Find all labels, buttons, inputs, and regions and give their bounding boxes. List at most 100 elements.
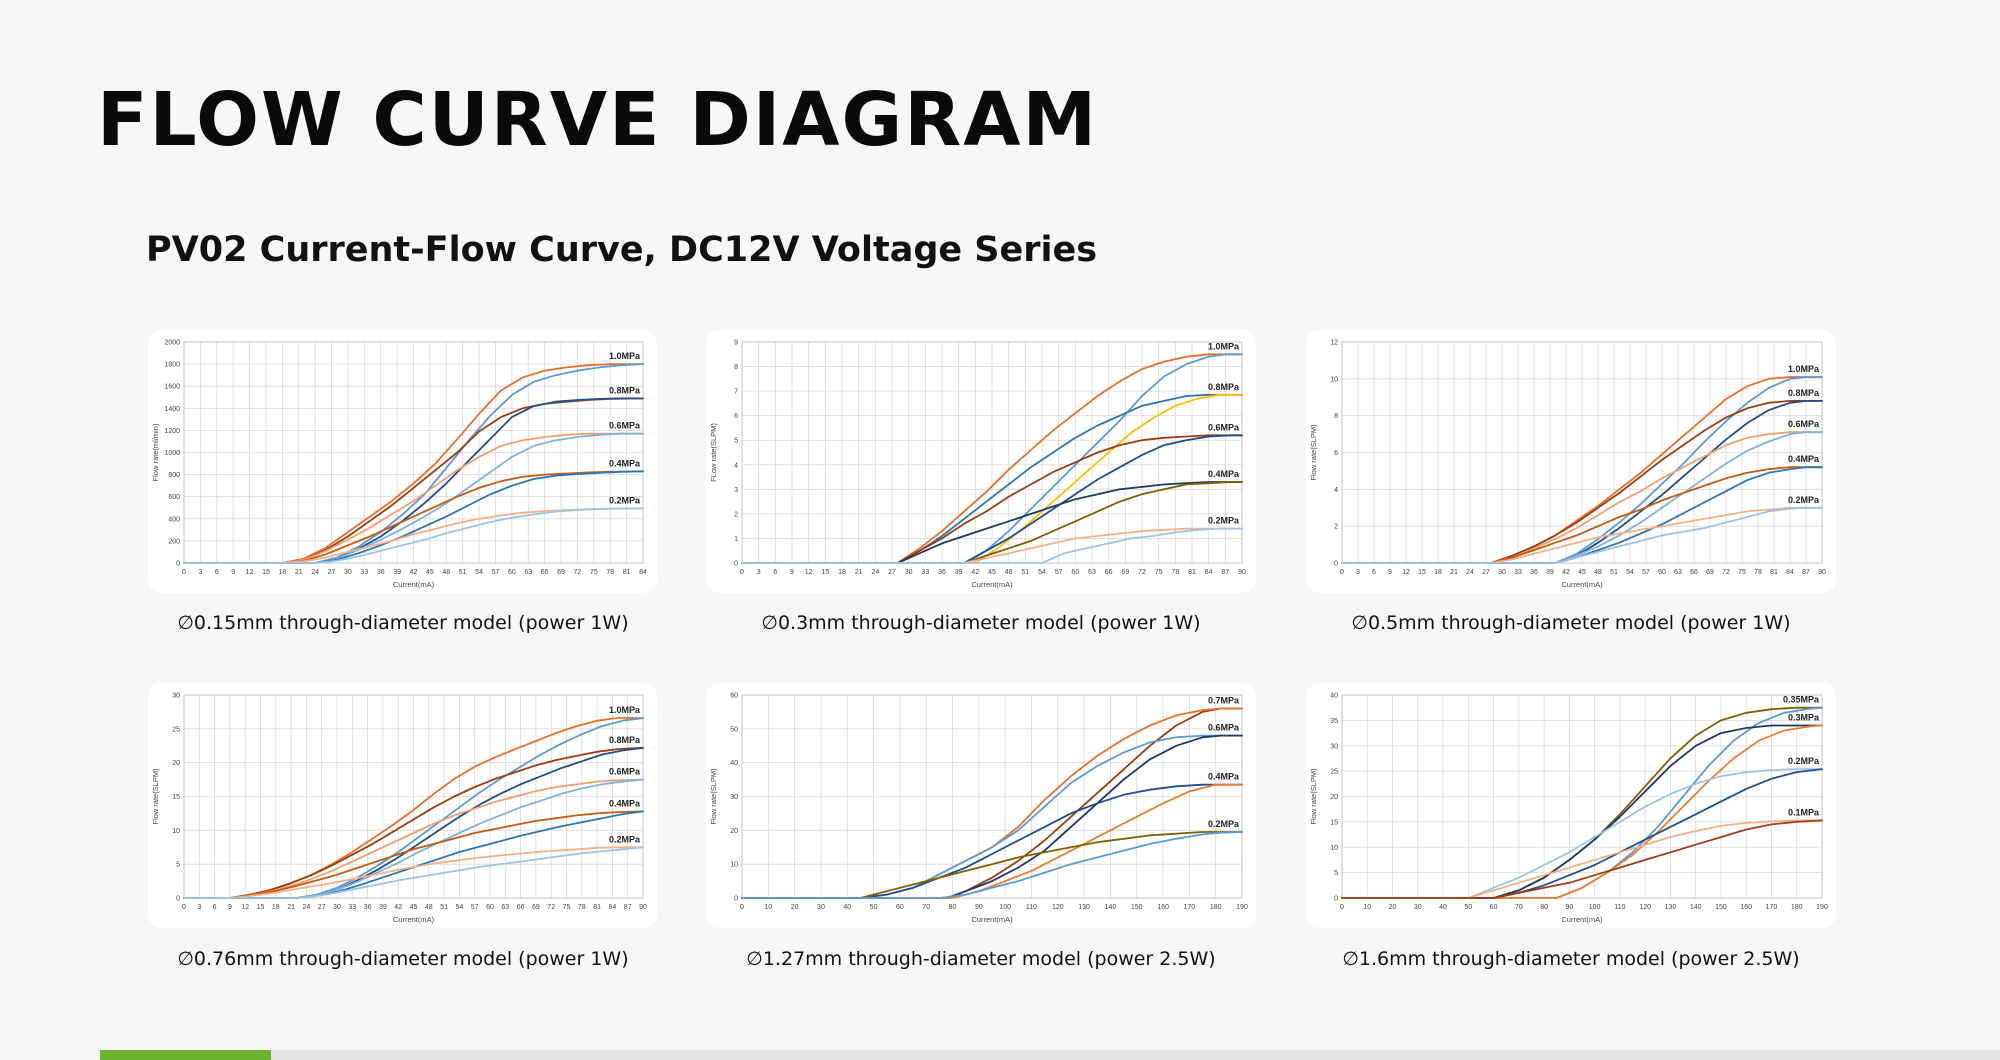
- series-label: 0.2MPa: [1788, 495, 1820, 505]
- x-tick-label: 33: [921, 569, 929, 576]
- y-tick-label: 4: [734, 462, 738, 469]
- y-axis-label: Flow rate(SLPM): [151, 768, 160, 825]
- x-tick-label: 0: [182, 569, 186, 576]
- y-tick-label: 0: [176, 896, 180, 903]
- series-line: [741, 831, 1243, 899]
- y-tick-label: 7: [734, 389, 738, 396]
- x-tick-label: 27: [888, 569, 896, 576]
- x-tick-label: 60: [1490, 904, 1498, 911]
- series-line: [183, 470, 644, 564]
- x-tick-label: 78: [1754, 569, 1762, 576]
- series-line: [1341, 724, 1823, 899]
- x-tick-label: 51: [1610, 569, 1618, 576]
- flow-chart-03mm: 0 3 6 9 12 15 18 21 24 27 30 33 36 39 42 45 48 51 54 57 60 63…: [709, 340, 1246, 590]
- y-tick-label: 0: [1334, 561, 1338, 568]
- series-line: [741, 707, 1243, 899]
- x-tick-label: 3: [198, 569, 202, 576]
- series-line: [183, 432, 644, 564]
- x-tick-label: 51: [1021, 569, 1029, 576]
- chart-caption-127mm: ∅1.27mm through-diameter model (power 2.…: [746, 948, 1216, 970]
- y-tick-label: 30: [172, 693, 180, 700]
- x-tick-label: 170: [1184, 904, 1196, 911]
- series-line: [1341, 506, 1823, 564]
- y-tick-label: 15: [1330, 819, 1338, 826]
- x-tick-label: 66: [541, 569, 549, 576]
- series-line: [183, 432, 644, 564]
- plot-area-border: [741, 694, 1243, 899]
- x-tick-label: 51: [440, 904, 448, 911]
- x-tick-label: 87: [624, 904, 632, 911]
- x-tick-label: 30: [1498, 569, 1506, 576]
- series-line: [741, 831, 1243, 899]
- y-tick-label: 1800: [164, 362, 180, 369]
- x-tick-label: 81: [1770, 569, 1778, 576]
- y-tick-label: 10: [172, 828, 180, 835]
- x-tick-label: 30: [333, 904, 341, 911]
- x-tick-label: 36: [1530, 569, 1538, 576]
- x-tick-label: 190: [1236, 904, 1248, 911]
- x-tick-label: 30: [817, 904, 825, 911]
- flow-chart-05mm: 0 3 6 9 12 15 18 21 24 27 30 33 36 39 42 45 48 51 54 57 60 63…: [1309, 340, 1826, 590]
- y-tick-label: 600: [168, 494, 180, 501]
- series-label: 1.0MPa: [609, 351, 641, 361]
- x-tick-label: 30: [344, 569, 352, 576]
- chart-card-16mm: 0 10 20 30 40 50 60 70 80 90 100 110 120 130 140 150 160…: [1306, 683, 1836, 928]
- y-tick-label: 40: [1330, 693, 1338, 700]
- chart-card-015mm: 0 3 6 9 12 15 18 21 24 27 30 33 36 39 42 45 48 51 54 57 60 63…: [148, 330, 657, 593]
- x-tick-label: 45: [410, 904, 418, 911]
- x-tick-label: 0: [1340, 569, 1344, 576]
- x-tick-label: 0: [740, 904, 744, 911]
- x-tick-label: 12: [246, 569, 254, 576]
- x-tick-label: 66: [517, 904, 525, 911]
- y-tick-label: 2: [1334, 524, 1338, 531]
- x-tick-label: 84: [609, 904, 617, 911]
- x-tick-label: 30: [1414, 904, 1422, 911]
- series-label: 0.8MPa: [1788, 388, 1820, 398]
- series-line: [1341, 400, 1823, 564]
- x-tick-label: 33: [348, 904, 356, 911]
- x-tick-label: 18: [838, 569, 846, 576]
- y-tick-label: 4: [1334, 487, 1338, 494]
- x-tick-label: 100: [999, 904, 1011, 911]
- x-tick-label: 84: [1786, 569, 1794, 576]
- flow-chart-16mm: 0 10 20 30 40 50 60 70 80 90 100 110 120 130 140 150 160…: [1309, 693, 1828, 925]
- series-label: 0.2MPa: [1208, 819, 1240, 829]
- x-tick-label: 54: [1626, 569, 1634, 576]
- series-label: 0.8MPa: [609, 385, 641, 395]
- x-tick-label: 60: [896, 904, 904, 911]
- x-tick-label: 6: [215, 569, 219, 576]
- x-tick-label: 50: [870, 904, 878, 911]
- series-label: 0.2MPa: [609, 495, 641, 505]
- x-tick-label: 90: [1565, 904, 1573, 911]
- y-tick-label: 1: [734, 536, 738, 543]
- x-tick-label: 87: [1802, 569, 1810, 576]
- y-axis-label: Flow rate(SLPM): [709, 768, 718, 825]
- x-tick-label: 45: [988, 569, 996, 576]
- y-axis-label: Flow rate(SLPM): [1309, 424, 1318, 481]
- y-tick-label: 12: [1330, 340, 1338, 347]
- x-axis-label: Current(mA): [1561, 580, 1603, 589]
- series-label: 0.35MPa: [1783, 695, 1820, 705]
- series-label: 0.6MPa: [1208, 422, 1240, 432]
- x-tick-label: 10: [1363, 904, 1371, 911]
- x-tick-label: 18: [272, 904, 280, 911]
- x-tick-label: 140: [1105, 904, 1117, 911]
- series-line: [183, 470, 644, 564]
- series-label: 0.4MPa: [609, 458, 641, 468]
- series-line: [741, 434, 1243, 564]
- chart-card-127mm: 0 10 20 30 40 50 60 70 80 90 100 110 120 130 140 150 160…: [706, 683, 1256, 928]
- y-tick-label: 35: [1330, 718, 1338, 725]
- x-tick-label: 90: [975, 904, 983, 911]
- y-tick-label: 40: [730, 760, 738, 767]
- y-tick-label: 1600: [164, 384, 180, 391]
- x-tick-label: 63: [1674, 569, 1682, 576]
- x-tick-label: 6: [213, 904, 217, 911]
- x-tick-label: 75: [1738, 569, 1746, 576]
- x-tick-label: 36: [377, 569, 385, 576]
- x-tick-label: 33: [1514, 569, 1522, 576]
- chart-card-05mm: 0 3 6 9 12 15 18 21 24 27 30 33 36 39 42 45 48 51 54 57 60 63…: [1306, 330, 1836, 593]
- x-tick-label: 130: [1078, 904, 1090, 911]
- series-label: 0.8MPa: [1208, 382, 1240, 392]
- x-tick-label: 87: [1221, 569, 1229, 576]
- page-subtitle: PV02 Current-Flow Curve, DC12V Voltage S…: [146, 230, 1098, 270]
